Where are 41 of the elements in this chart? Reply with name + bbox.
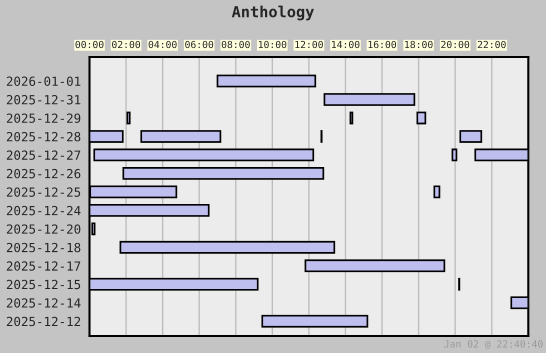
- x-tick-label: 20:00: [441, 40, 470, 48]
- y-tick-label: 2025-12-25: [6, 187, 80, 197]
- x-tick-label: 08:00: [222, 40, 250, 48]
- bar: [452, 148, 458, 162]
- y-tick-label: 2025-12-28: [6, 132, 80, 142]
- x-tick-label: 16:00: [368, 40, 396, 48]
- y-tick-label: 2025-12-12: [6, 316, 80, 326]
- y-tick-label: 2025-12-15: [6, 280, 80, 290]
- y-tick-label: 2025-12-20: [6, 224, 80, 234]
- x-tick-label: 02:00: [112, 40, 140, 48]
- y-tick-label: 2025-12-17: [6, 261, 80, 271]
- x-tick-label: 14:00: [332, 40, 360, 48]
- x-tick-label: 22:00: [478, 40, 506, 48]
- y-tick-label: 2025-12-29: [6, 113, 80, 123]
- bar: [416, 112, 426, 124]
- x-tick-label: 12:00: [295, 40, 323, 48]
- x-tick-label: 18:00: [405, 40, 433, 48]
- bar: [459, 130, 482, 143]
- bar: [122, 167, 324, 180]
- bar: [324, 93, 416, 106]
- y-tick-label: 2025-12-18: [6, 242, 80, 252]
- chart-title: Anthology: [232, 6, 314, 20]
- x-tick-label: 00:00: [76, 40, 104, 48]
- bar: [261, 314, 368, 328]
- y-tick-label: 2025-12-27: [6, 150, 80, 160]
- y-tick-label: 2025-12-14: [6, 298, 81, 308]
- bar: [93, 148, 314, 162]
- y-tick-label: 2025-12-31: [6, 95, 80, 104]
- bar: [304, 259, 446, 272]
- bar: [120, 240, 336, 254]
- x-tick-label: 06:00: [185, 40, 214, 48]
- x-tick-label: 04:00: [148, 40, 177, 48]
- bar: [126, 112, 131, 124]
- bar: [350, 112, 354, 124]
- y-tick-label: 2025-12-24: [6, 206, 81, 216]
- x-tick-label: 10:00: [258, 40, 286, 48]
- bar: [140, 130, 222, 143]
- y-tick-label: 2026-01-01: [6, 76, 80, 86]
- bar: [216, 74, 316, 88]
- y-tick-label: 2025-12-26: [6, 168, 80, 178]
- bar: [433, 186, 440, 198]
